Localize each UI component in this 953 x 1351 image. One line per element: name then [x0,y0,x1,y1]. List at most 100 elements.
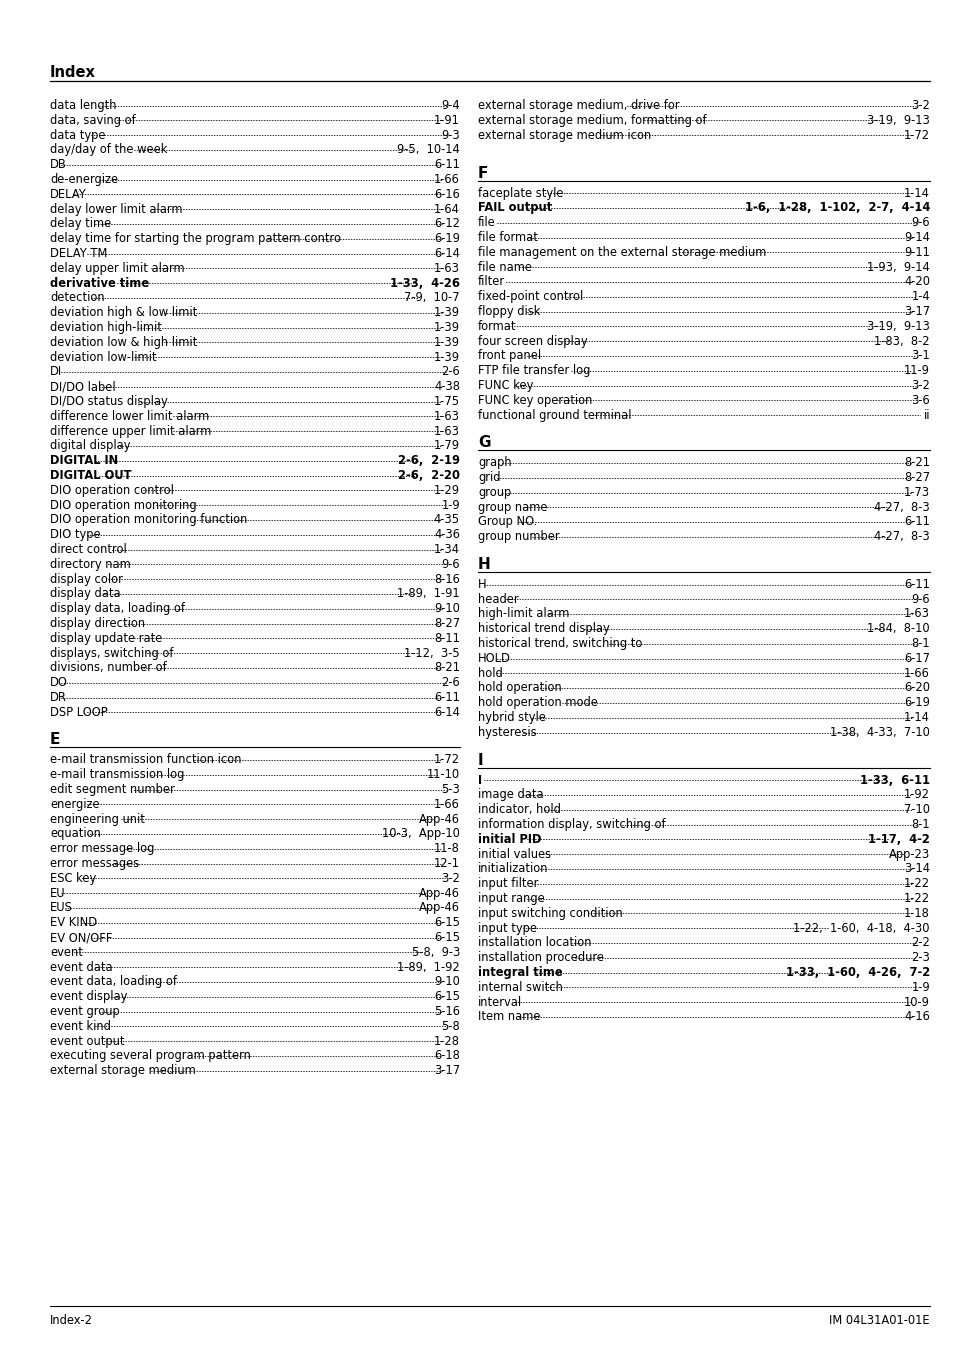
Text: 1-28: 1-28 [434,1035,459,1047]
Text: 3-19,  9-13: 3-19, 9-13 [866,113,929,127]
Text: 5-8,  9-3: 5-8, 9-3 [411,946,459,959]
Text: digital display: digital display [50,439,131,453]
Text: DIO operation monitoring function: DIO operation monitoring function [50,513,247,527]
Text: event data, loading of: event data, loading of [50,975,177,989]
Text: input type: input type [477,921,537,935]
Text: DIGITAL IN: DIGITAL IN [50,454,118,467]
Text: external storage medium icon: external storage medium icon [477,128,651,142]
Text: 9-4: 9-4 [441,99,459,112]
Text: difference upper limit alarm: difference upper limit alarm [50,424,212,438]
Text: front panel: front panel [477,350,540,362]
Text: 1-89,  1-92: 1-89, 1-92 [396,961,459,974]
Text: App-23: App-23 [888,847,929,861]
Text: event output: event output [50,1035,125,1047]
Text: historical trend display: historical trend display [477,623,609,635]
Text: 9-6: 9-6 [910,593,929,605]
Text: 9-11: 9-11 [903,246,929,259]
Text: 1-66: 1-66 [903,666,929,680]
Text: input filter: input filter [477,877,537,890]
Text: event data: event data [50,961,112,974]
Text: 1-22,  1-60,  4-18,  4-30: 1-22, 1-60, 4-18, 4-30 [793,921,929,935]
Text: faceplate style: faceplate style [477,186,563,200]
Text: 5-16: 5-16 [434,1005,459,1019]
Text: 6-14: 6-14 [434,247,459,259]
Text: 6-11: 6-11 [434,690,459,704]
Text: 1-33,  4-26: 1-33, 4-26 [390,277,459,289]
Text: 1-75: 1-75 [434,394,459,408]
Text: 3-2: 3-2 [440,871,459,885]
Text: DO: DO [50,677,68,689]
Text: display direction: display direction [50,617,145,630]
Text: 1-9: 1-9 [910,981,929,994]
Text: 1-6,  1-28,  1-102,  2-7,  4-14: 1-6, 1-28, 1-102, 2-7, 4-14 [744,201,929,215]
Text: external storage medium, drive for: external storage medium, drive for [477,99,679,112]
Text: 6-14: 6-14 [434,705,459,719]
Text: derivative time: derivative time [50,277,149,289]
Text: DI: DI [50,365,62,378]
Text: hold: hold [477,666,502,680]
Text: energize: energize [50,798,99,811]
Text: initial values: initial values [477,847,551,861]
Text: 8-1: 8-1 [910,817,929,831]
Text: Item name: Item name [477,1011,540,1023]
Text: information display, switching of: information display, switching of [477,817,665,831]
Text: 1-63: 1-63 [434,409,459,423]
Text: edit segment number: edit segment number [50,784,174,796]
Text: DI/DO label: DI/DO label [50,380,115,393]
Text: image data: image data [477,789,543,801]
Text: EU: EU [50,886,66,900]
Text: 8-21: 8-21 [903,457,929,469]
Text: DIO operation control: DIO operation control [50,484,173,497]
Text: 1-63: 1-63 [434,424,459,438]
Text: error message log: error message log [50,842,154,855]
Text: 6-15: 6-15 [434,990,459,1004]
Text: 1-33,  1-60,  4-26,  7-2: 1-33, 1-60, 4-26, 7-2 [785,966,929,979]
Text: internal switch: internal switch [477,981,562,994]
Text: 9-5,  10-14: 9-5, 10-14 [396,143,459,157]
Text: executing several program pattern: executing several program pattern [50,1050,251,1062]
Text: hysteresis: hysteresis [477,725,536,739]
Text: difference lower limit alarm: difference lower limit alarm [50,409,209,423]
Text: 2-3: 2-3 [910,951,929,965]
Text: displays, switching of: displays, switching of [50,647,173,659]
Text: deviation low & high limit: deviation low & high limit [50,336,197,349]
Text: 10-9: 10-9 [903,996,929,1008]
Text: 3-2: 3-2 [910,99,929,112]
Text: file name: file name [477,261,532,274]
Text: 1-17,  4-2: 1-17, 4-2 [867,832,929,846]
Text: 1-33,  6-11: 1-33, 6-11 [859,774,929,786]
Text: divisions, number of: divisions, number of [50,662,167,674]
Text: 9-6: 9-6 [441,558,459,571]
Text: deviation high-limit: deviation high-limit [50,322,162,334]
Text: FUNC key: FUNC key [477,380,533,392]
Text: EUS: EUS [50,901,72,915]
Text: grid: grid [477,471,500,484]
Text: 11-9: 11-9 [903,365,929,377]
Text: 3-2: 3-2 [910,380,929,392]
Text: FAIL output: FAIL output [477,201,552,215]
Text: fixed-point control: fixed-point control [477,290,582,303]
Text: display data: display data [50,588,120,600]
Text: 4-38: 4-38 [434,380,459,393]
Text: G: G [477,435,490,450]
Text: 4-27,  8-3: 4-27, 8-3 [873,530,929,543]
Text: hybrid style: hybrid style [477,711,545,724]
Text: group: group [477,486,511,499]
Text: DIO operation monitoring: DIO operation monitoring [50,499,196,512]
Text: DB: DB [50,158,67,172]
Text: delay time: delay time [50,218,112,231]
Text: 6-11: 6-11 [903,516,929,528]
Text: 1-4: 1-4 [910,290,929,303]
Text: 1-92: 1-92 [903,789,929,801]
Text: 6-16: 6-16 [434,188,459,201]
Text: external storage medium: external storage medium [50,1065,195,1077]
Text: event group: event group [50,1005,120,1019]
Text: IM 04L31A01-01E: IM 04L31A01-01E [828,1315,929,1327]
Text: installation location: installation location [477,936,591,950]
Text: indicator, hold: indicator, hold [477,802,560,816]
Text: FUNC key operation: FUNC key operation [477,393,592,407]
Text: deviation high & low limit: deviation high & low limit [50,307,197,319]
Text: 6-19: 6-19 [903,696,929,709]
Text: 9-10: 9-10 [434,975,459,989]
Text: I: I [477,774,481,786]
